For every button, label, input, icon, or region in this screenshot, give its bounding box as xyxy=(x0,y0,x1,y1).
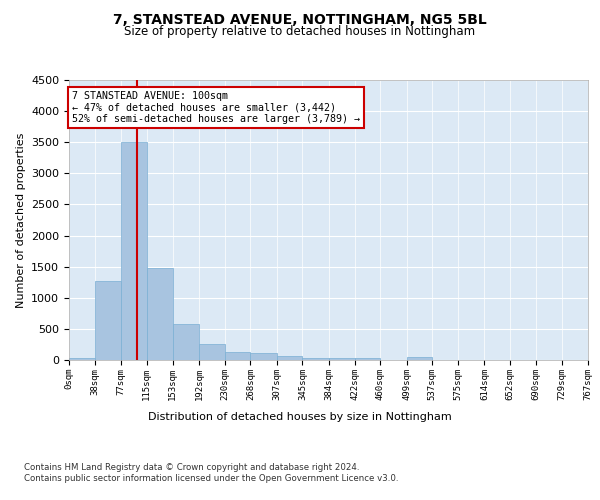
Bar xyxy=(224,352,250,360)
Bar xyxy=(250,353,277,360)
Bar xyxy=(95,281,121,360)
Text: Contains public sector information licensed under the Open Government Licence v3: Contains public sector information licen… xyxy=(24,474,398,483)
Bar xyxy=(121,142,147,360)
Bar xyxy=(69,358,95,360)
Text: 7, STANSTEAD AVENUE, NOTTINGHAM, NG5 5BL: 7, STANSTEAD AVENUE, NOTTINGHAM, NG5 5BL xyxy=(113,12,487,26)
Bar xyxy=(355,358,380,360)
Bar xyxy=(173,324,199,360)
Text: 7 STANSTEAD AVENUE: 100sqm
← 47% of detached houses are smaller (3,442)
52% of s: 7 STANSTEAD AVENUE: 100sqm ← 47% of deta… xyxy=(73,91,361,124)
Bar xyxy=(199,344,224,360)
Text: Size of property relative to detached houses in Nottingham: Size of property relative to detached ho… xyxy=(124,25,476,38)
Text: Distribution of detached houses by size in Nottingham: Distribution of detached houses by size … xyxy=(148,412,452,422)
Y-axis label: Number of detached properties: Number of detached properties xyxy=(16,132,26,308)
Bar xyxy=(147,268,173,360)
Bar xyxy=(329,358,355,360)
Text: Contains HM Land Registry data © Crown copyright and database right 2024.: Contains HM Land Registry data © Crown c… xyxy=(24,462,359,471)
Bar xyxy=(407,356,433,360)
Bar xyxy=(302,358,329,360)
Bar xyxy=(277,356,302,360)
